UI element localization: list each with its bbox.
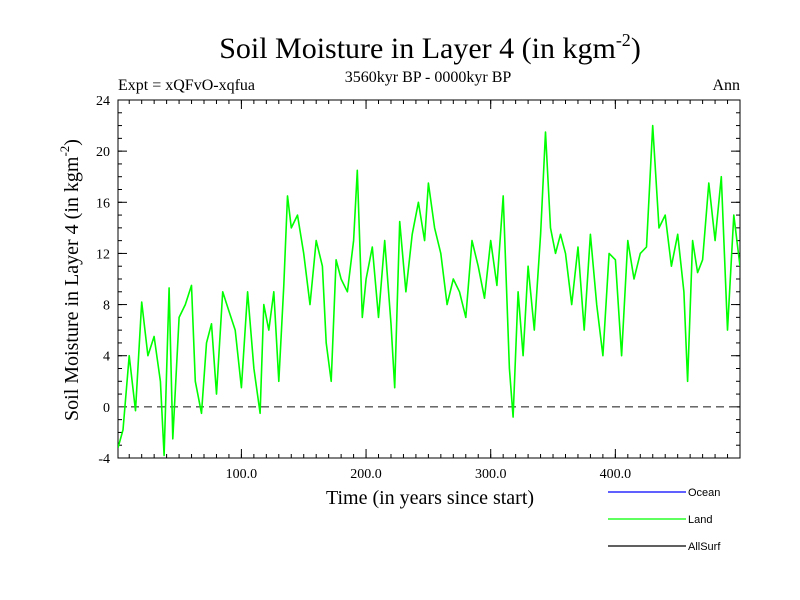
y-axis-label-main: Soil Moisture in Layer 4 (in kgm	[61, 156, 83, 421]
period-label: 3560kyr BP - 0000kyr BP	[345, 69, 512, 86]
y-tick-label: 24	[96, 94, 110, 109]
legend-label-ocean: Ocean	[688, 487, 720, 499]
y-axis-label-close: )	[61, 139, 83, 146]
y-axis-label: Soil Moisture in Layer 4 (in kgm-2)	[57, 139, 83, 421]
series-line-land	[118, 124, 740, 457]
legend-label-allsurf: AllSurf	[688, 541, 721, 553]
chart-title-sup: -2	[616, 30, 631, 50]
legend: Ocean Land AllSurf	[608, 487, 721, 553]
y-tick-label: 0	[103, 401, 110, 416]
season-label: Ann	[712, 77, 740, 94]
expt-label: Expt = xQFvO-xqfua	[118, 77, 255, 94]
major-ticks	[118, 99, 740, 459]
y-axis-label-sup: -2	[57, 146, 72, 157]
series-layer	[118, 124, 740, 457]
x-tick-labels: 100.0 200.0 300.0 400.0	[226, 467, 631, 482]
y-tick-label: 20	[96, 145, 110, 160]
y-tick-label: 16	[96, 196, 110, 211]
x-tick-label: 100.0	[226, 467, 258, 482]
plot-frame	[117, 99, 741, 459]
chart-title-close: )	[631, 32, 641, 65]
x-tick-label: 200.0	[350, 467, 382, 482]
y-tick-labels: -4 0 4 8 12 16 20 24	[96, 94, 110, 467]
chart-title: Soil Moisture in Layer 4 (in kgm-2)	[219, 30, 641, 65]
minor-ticks	[118, 100, 740, 458]
y-tick-label: 12	[96, 247, 110, 262]
y-tick-label: -4	[98, 452, 110, 467]
y-tick-label: 8	[103, 299, 110, 314]
x-tick-label: 400.0	[600, 467, 632, 482]
chart-title-main: Soil Moisture in Layer 4 (in kgm	[219, 32, 616, 65]
x-tick-label: 300.0	[475, 467, 507, 482]
y-tick-label: 4	[103, 350, 110, 365]
x-axis-label: Time (in years since start)	[326, 487, 534, 509]
legend-label-land: Land	[688, 514, 712, 526]
